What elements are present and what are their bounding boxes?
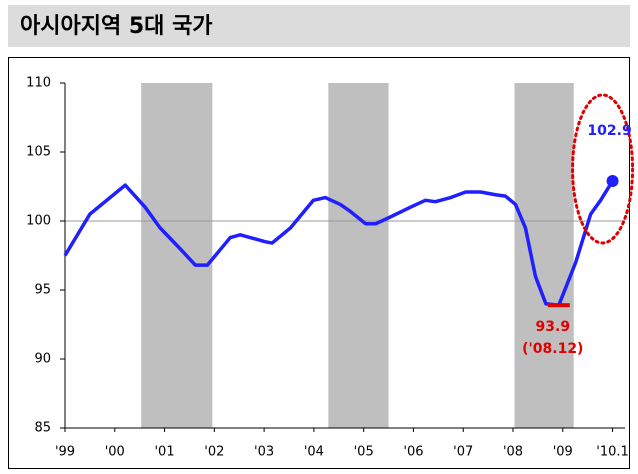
x-tick-label: '07 (453, 445, 473, 460)
x-tick-label: '06 (403, 445, 423, 460)
x-tick-label: '01 (154, 445, 174, 460)
shaded-period (141, 83, 213, 428)
x-tick-label: '00 (105, 445, 125, 460)
y-tick-label: 105 (26, 145, 51, 160)
x-tick-label: '99 (55, 445, 75, 460)
x-tick-label: '02 (204, 445, 224, 460)
x-tick-label: '10.1 (596, 445, 629, 460)
end-label: 102.9 (587, 123, 631, 139)
header-bar (8, 5, 630, 47)
chart-title: 아시아지역 5대 국가 (20, 14, 213, 39)
y-tick-label: 90 (34, 352, 51, 367)
y-tick-label: 110 (26, 76, 51, 91)
min-date-label: ('08.12) (522, 341, 583, 357)
x-tick-label: '04 (304, 445, 324, 460)
end-point (606, 174, 619, 187)
x-tick-label: '05 (354, 445, 374, 460)
x-tick-label: '08 (503, 445, 523, 460)
x-tick-label: '09 (553, 445, 573, 460)
y-tick-label: 85 (34, 421, 51, 436)
y-tick-label: 95 (34, 283, 51, 298)
series-line (63, 180, 615, 307)
y-tick-label: 100 (26, 214, 51, 229)
shaded-period (514, 83, 574, 428)
highlight-ellipse (571, 93, 635, 245)
min-label: 93.9 (536, 319, 571, 335)
x-tick-label: '03 (254, 445, 274, 460)
min-marker (547, 303, 570, 308)
chart-frame (8, 57, 630, 469)
shaded-period (328, 83, 389, 428)
